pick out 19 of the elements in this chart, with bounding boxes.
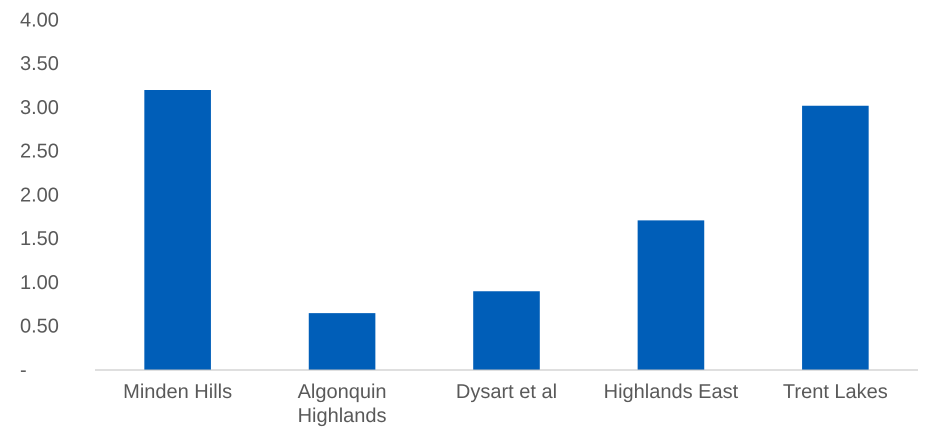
- y-tick-label: 4.00: [20, 9, 59, 32]
- x-tick-label: Trent Lakes: [782, 381, 888, 404]
- x-tick-label: Algonquin Highlands: [298, 381, 387, 428]
- y-tick-label: 0.50: [20, 316, 59, 338]
- bar: [308, 313, 376, 370]
- y-tick-label: 1.50: [20, 228, 59, 250]
- bar: [638, 220, 704, 370]
- y-tick-label: 2.00: [20, 184, 59, 206]
- x-tick-label: Dysart et al: [456, 381, 558, 404]
- bar: [144, 90, 211, 370]
- x-tick-label: Minden Hills: [123, 381, 232, 404]
- bar: [802, 106, 869, 370]
- bar: [473, 291, 540, 370]
- y-tick-label: -: [20, 359, 27, 382]
- y-tick-label: 1.00: [20, 272, 59, 294]
- y-tick-label: 3.50: [20, 53, 59, 76]
- y-tick-label: 3.00: [20, 96, 59, 119]
- x-tick-label: Highlands East: [604, 381, 739, 404]
- y-tick-label: 2.50: [20, 140, 59, 163]
